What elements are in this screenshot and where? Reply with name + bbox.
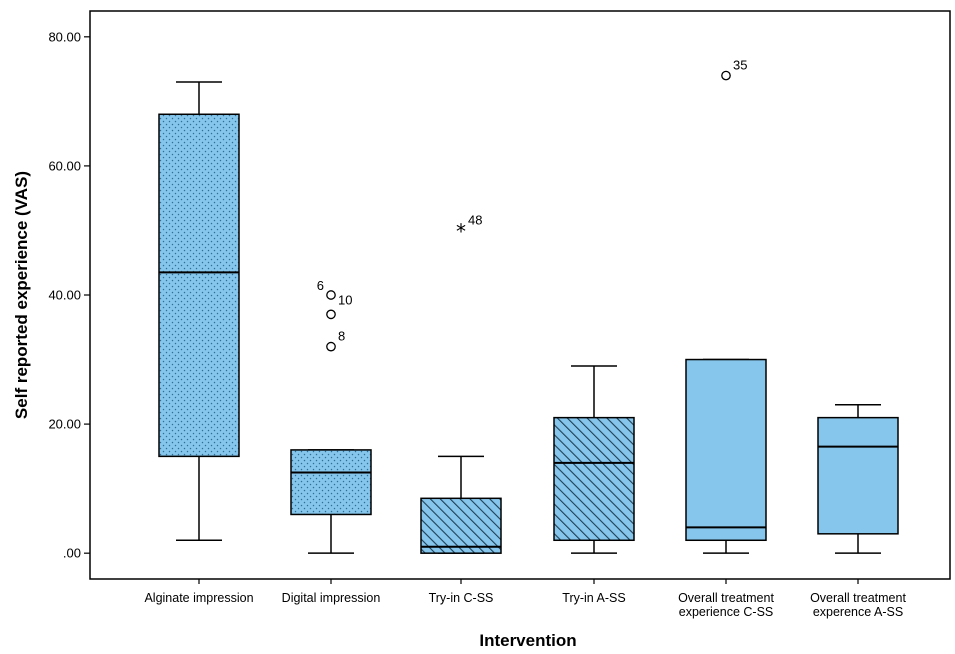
y-tick-label: 60.00	[48, 158, 81, 173]
outlier-star-icon: *	[456, 219, 466, 243]
category-label: Try-in C-SS	[429, 591, 494, 605]
outlier-label: 48	[468, 212, 482, 227]
category-label: experence A-SS	[813, 605, 903, 619]
outlier-label: 6	[317, 278, 324, 293]
outlier-circle-icon	[326, 309, 336, 320]
outlier-label: 35	[733, 58, 747, 73]
box-iqr	[158, 113, 240, 458]
y-tick-label: 20.00	[48, 417, 81, 432]
outlier-label: 8	[338, 329, 345, 344]
box-group	[158, 81, 240, 542]
outlier-circle-icon	[721, 70, 731, 81]
category-label: Digital impression	[282, 591, 381, 605]
box-iqr	[553, 416, 635, 542]
y-tick-label: 80.00	[48, 29, 81, 44]
category-label: Alginate impression	[144, 591, 253, 605]
category-label: experience C-SS	[679, 605, 774, 619]
category-label: Overall treatment	[678, 591, 774, 605]
y-axis-title: Self reported experience (VAS)	[12, 171, 31, 419]
box-group	[817, 403, 899, 554]
outlier-circle-icon	[326, 290, 336, 300]
box-iqr	[290, 449, 372, 516]
box-iqr	[817, 416, 899, 535]
category-label: Overall treatment	[810, 591, 906, 605]
x-axis-title: Intervention	[479, 631, 576, 650]
box-group	[553, 365, 635, 554]
box-group: 35	[685, 58, 767, 554]
box-iqr	[685, 358, 767, 542]
category-label: Try-in A-SS	[562, 591, 625, 605]
outlier-circle-icon	[326, 341, 336, 352]
y-tick-label: .00	[63, 546, 81, 561]
box-group: 6 10 8	[290, 278, 372, 554]
outlier-label: 10	[338, 292, 352, 307]
x-axis-labels: Alginate impression Digital impression Try…	[144, 579, 906, 619]
boxes: 6 10 8 * 48 35	[158, 58, 899, 554]
box-group: * 48	[420, 212, 502, 554]
y-axis: .00 20.00 40.00 60.00 80.00	[48, 29, 90, 561]
box-iqr	[420, 497, 502, 554]
y-tick-label: 40.00	[48, 288, 81, 303]
